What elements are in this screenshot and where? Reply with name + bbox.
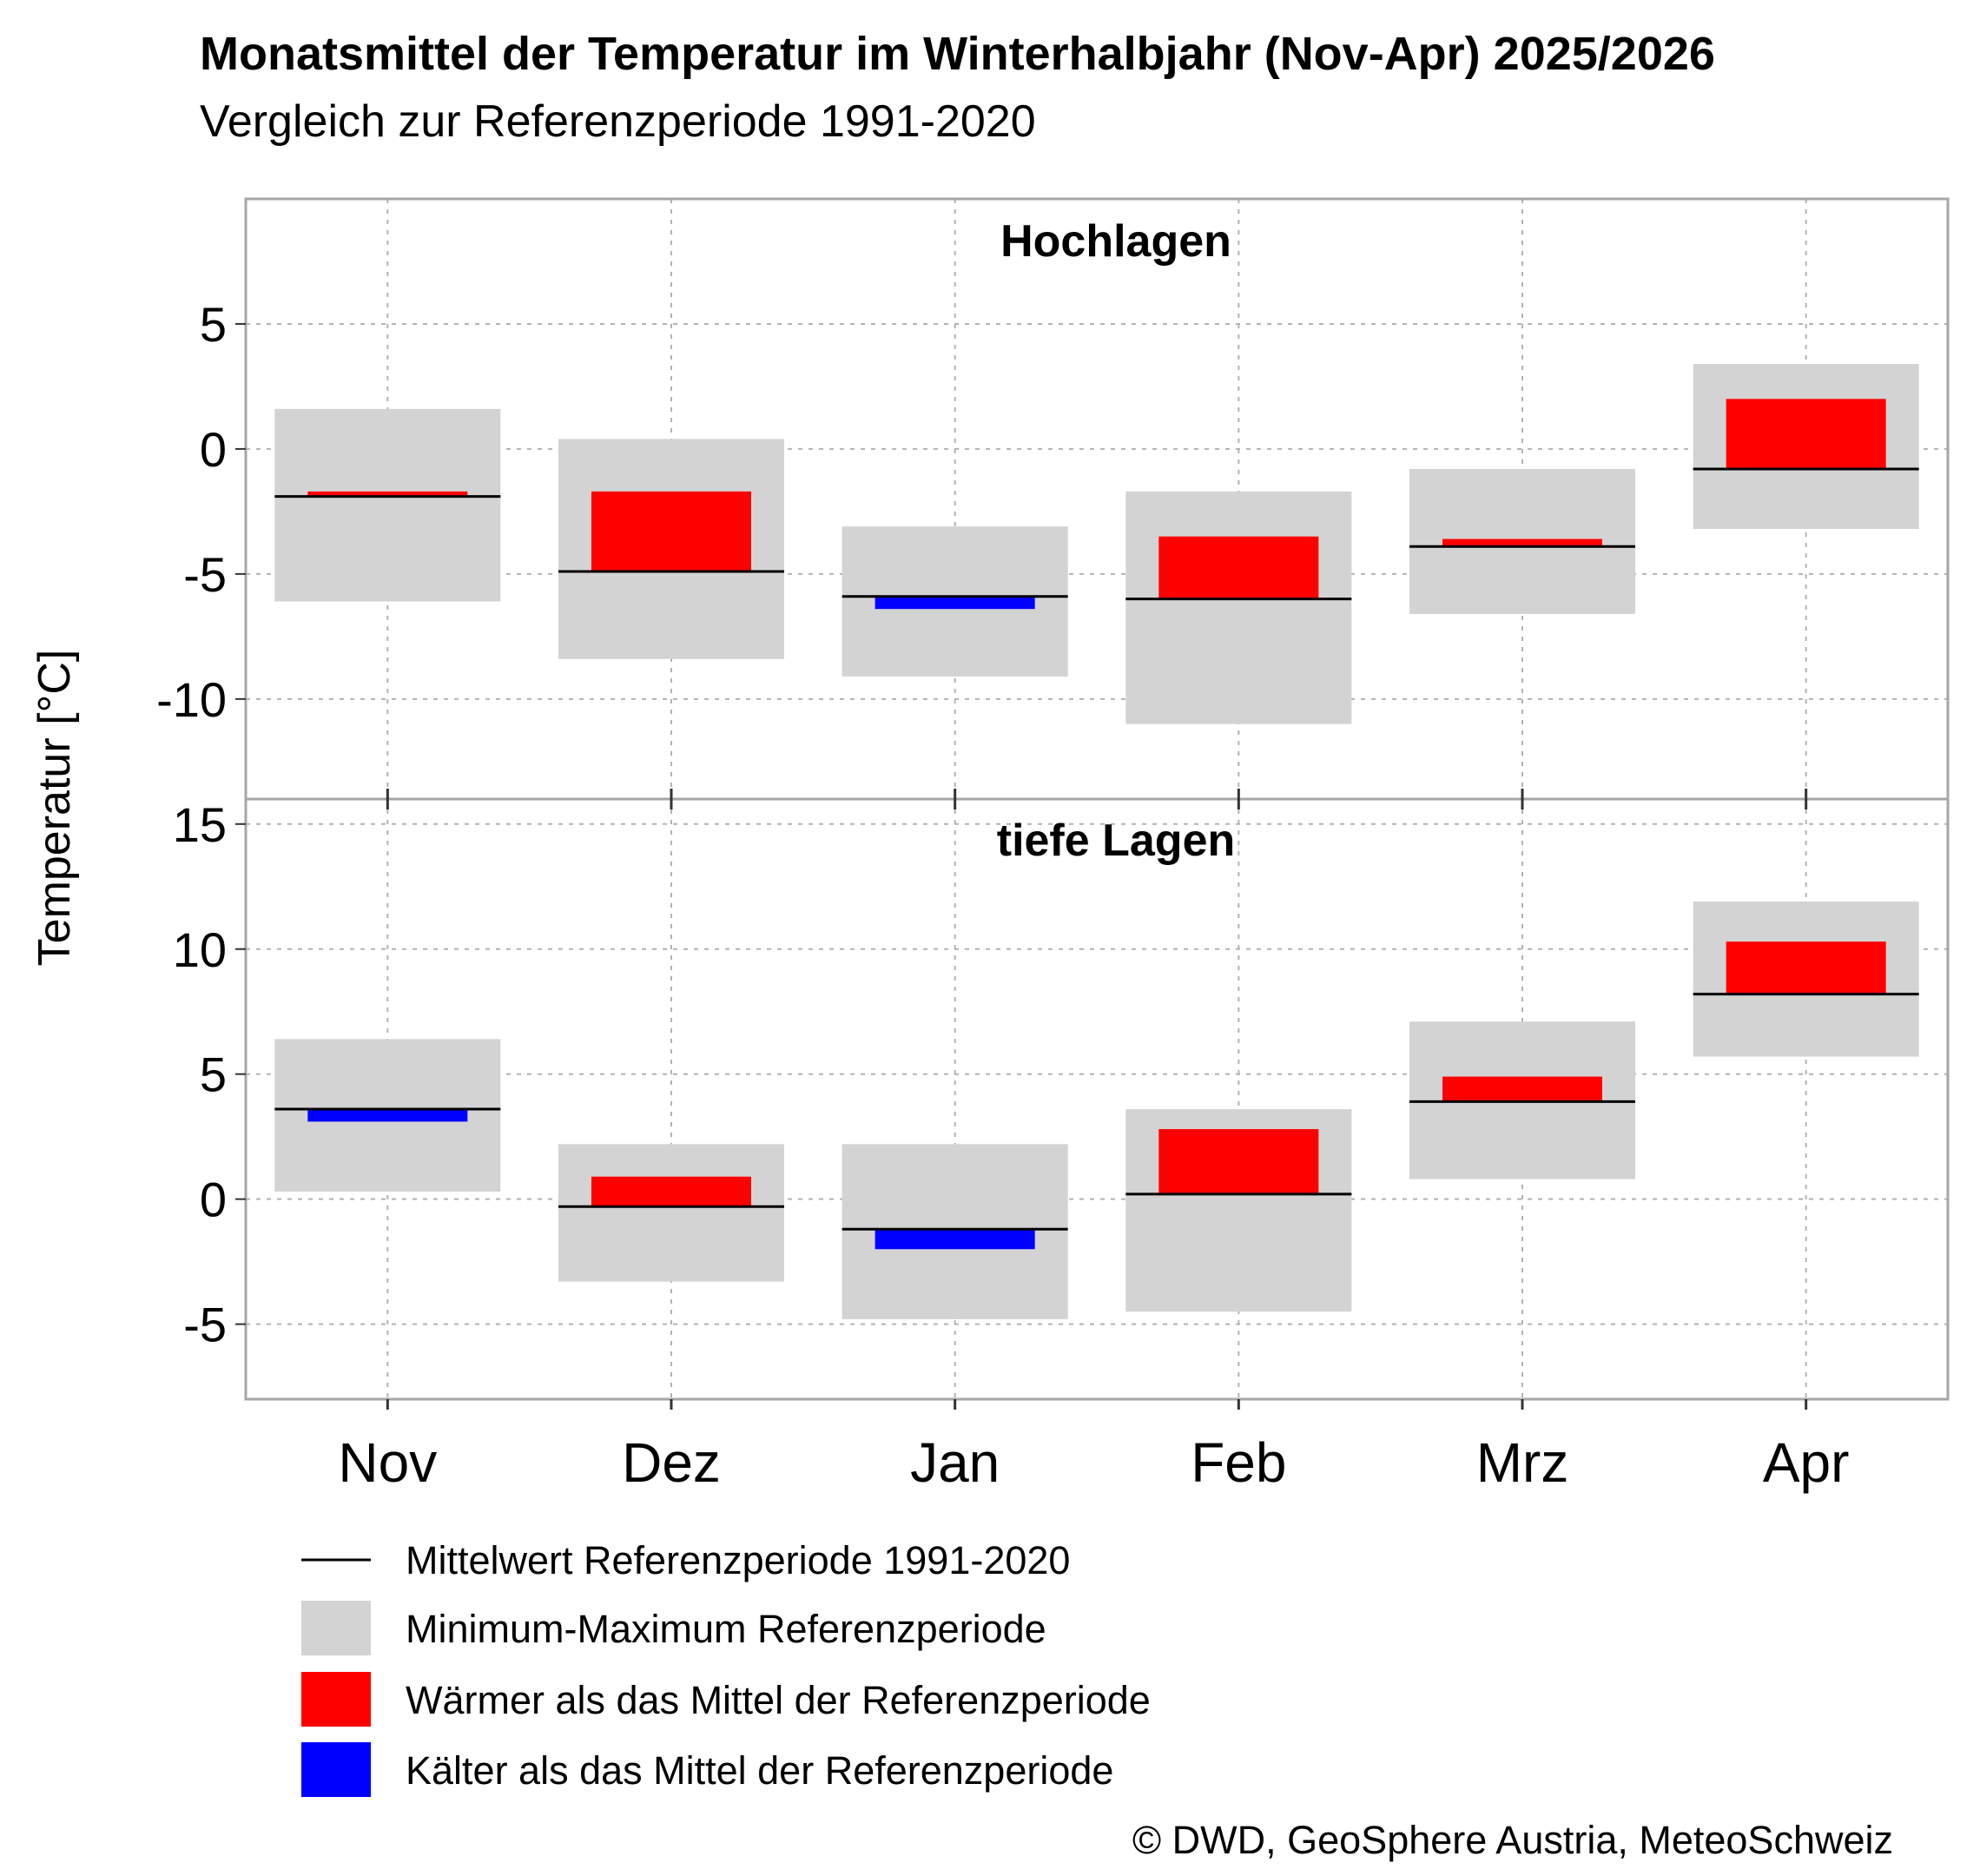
- panel-hochlagen: Hochlagen 5 0 -5 -10: [156, 197, 1950, 801]
- y-tick-labels: 5 0 -5 -10: [156, 297, 246, 727]
- panel-title: Hochlagen: [1000, 216, 1231, 267]
- y-axis-label: Temperatur [°C]: [30, 650, 80, 967]
- panel-marks: [274, 902, 1919, 1319]
- range-box-feb: [1125, 491, 1352, 724]
- warmer-bar-dez: [591, 1176, 751, 1207]
- panel-tiefe-lagen: tiefe Lagen 15 10 5 0 -5: [173, 797, 1950, 1401]
- panel-background: [246, 799, 1948, 1399]
- range-box-nov: [274, 408, 501, 602]
- y-tick-label: 15: [173, 797, 227, 852]
- warmer-bar-apr: [1726, 941, 1886, 994]
- warmer-bar-feb: [1158, 536, 1319, 599]
- legend: Mittelwert Referenzperiode 1991-2020 Min…: [301, 1538, 1151, 1797]
- warmer-bar-feb: [1158, 1129, 1319, 1194]
- legend-warmer-swatch: [301, 1672, 371, 1727]
- x-tick-label: Apr: [1763, 1431, 1850, 1494]
- x-tick-label: Mrz: [1476, 1431, 1569, 1494]
- legend-warmer-label: Wärmer als das Mittel der Referenzperiod…: [406, 1678, 1151, 1722]
- colder-bar-jan: [874, 596, 1035, 610]
- x-tick-label: Feb: [1191, 1431, 1286, 1494]
- y-tick-labels: 15 10 5 0 -5: [173, 797, 246, 1352]
- copyright-note: © DWD, GeoSphere Austria, MeteoSchweiz: [1132, 1818, 1893, 1862]
- x-axis: Nov Dez Jan Feb Mrz Apr: [338, 789, 1849, 1494]
- y-tick-label: -5: [183, 547, 227, 602]
- legend-mean-label: Mittelwert Referenzperiode 1991-2020: [406, 1538, 1070, 1582]
- y-tick-label: -5: [183, 1298, 227, 1352]
- panel-title: tiefe Lagen: [997, 816, 1236, 866]
- y-tick-label: 10: [173, 922, 227, 977]
- warmer-bar-mrz: [1442, 538, 1602, 547]
- colder-bar-jan: [874, 1229, 1035, 1250]
- chart-subtitle: Vergleich zur Referenzperiode 1991-2020: [200, 96, 1036, 147]
- colder-bar-nov: [307, 1109, 468, 1122]
- y-tick-label: 0: [200, 1172, 227, 1227]
- y-tick-label: 0: [200, 422, 227, 477]
- legend-range-swatch: [301, 1601, 371, 1655]
- panel-background: [246, 199, 1948, 799]
- panel-grid: [246, 199, 1948, 799]
- x-tick-label: Nov: [338, 1431, 437, 1494]
- warmer-bar-mrz: [1442, 1076, 1602, 1102]
- legend-colder-swatch: [301, 1742, 371, 1797]
- warmer-bar-dez: [591, 491, 751, 571]
- panel-marks: [274, 364, 1919, 724]
- x-tick-label: Jan: [910, 1431, 1000, 1494]
- warmer-bar-apr: [1726, 399, 1886, 469]
- legend-colder-label: Kälter als das Mittel der Referenzperiod…: [406, 1748, 1113, 1793]
- x-tick-label: Dez: [622, 1431, 721, 1494]
- panel-grid: [246, 799, 1948, 1399]
- panel-border: [244, 797, 1950, 1401]
- y-tick-label: 5: [200, 297, 227, 352]
- range-box-dez: [558, 1144, 784, 1282]
- y-tick-label: 5: [200, 1047, 227, 1102]
- warmer-bar-nov: [307, 491, 468, 497]
- chart-title: Monatsmittel der Temperatur im Winterhal…: [200, 28, 1715, 80]
- y-tick-label: -10: [156, 672, 227, 727]
- legend-range-label: Minimum-Maximum Referenzperiode: [406, 1607, 1046, 1651]
